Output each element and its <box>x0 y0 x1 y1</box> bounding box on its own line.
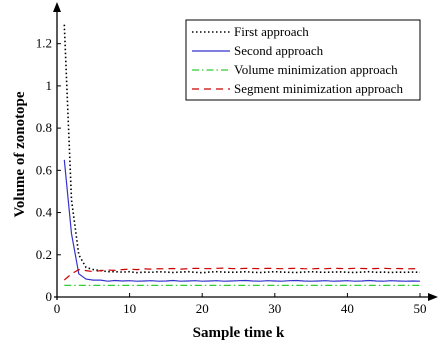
x-tick-label: 50 <box>414 301 427 316</box>
series-line-4 <box>63 267 421 281</box>
y-tick-label: 0.2 <box>36 247 52 262</box>
series-layer <box>63 24 421 286</box>
x-tick-label: 40 <box>341 301 354 316</box>
legend-label-4: Segment minimization approach <box>234 81 403 96</box>
series-line-1 <box>63 24 421 274</box>
x-axis-arrow <box>428 293 438 301</box>
x-tick-label: 20 <box>196 301 209 316</box>
y-tick-label: 0.6 <box>36 162 53 177</box>
y-tick-label: 0.8 <box>36 120 52 135</box>
legend: First approach Second approach Volume mini… <box>185 19 421 101</box>
x-axis-title: Sample time k <box>193 325 285 341</box>
y-tick-label: 1.2 <box>36 36 52 51</box>
y-tick-label: 1 <box>46 78 53 93</box>
x-tick-label: 10 <box>123 301 136 316</box>
axes: 0 10 20 30 40 50 0 0.2 0.4 0.6 0.8 1 1.2 <box>36 2 438 316</box>
legend-label-3: Volume minimization approach <box>234 62 398 77</box>
series-line-2 <box>63 159 421 282</box>
legend-label-1: First approach <box>234 24 309 39</box>
y-tick-label: 0.4 <box>36 205 53 220</box>
legend-box <box>185 19 421 101</box>
y-axis-title: Volume of zonotope <box>12 91 28 217</box>
y-tick-label: 0 <box>46 289 53 304</box>
x-tick-label: 0 <box>54 301 61 316</box>
y-axis-arrow <box>53 2 61 12</box>
legend-label-2: Second approach <box>234 43 324 58</box>
x-tick-label: 30 <box>268 301 281 316</box>
